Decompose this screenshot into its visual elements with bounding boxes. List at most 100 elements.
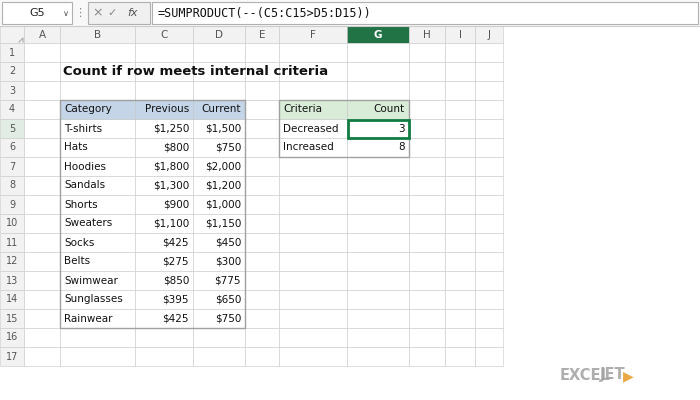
Bar <box>245 290 279 309</box>
Bar <box>475 26 503 43</box>
Text: 2: 2 <box>9 66 15 76</box>
Bar <box>279 138 347 157</box>
Bar <box>193 138 245 157</box>
Bar <box>279 26 347 43</box>
Bar <box>347 26 409 43</box>
Bar <box>279 100 409 157</box>
Bar <box>135 119 193 138</box>
Bar <box>475 290 503 309</box>
Text: $800: $800 <box>162 142 189 152</box>
Text: H: H <box>423 30 431 40</box>
Bar <box>135 233 193 252</box>
Bar <box>279 81 347 100</box>
Text: $775: $775 <box>214 276 241 286</box>
Bar <box>24 26 60 43</box>
Bar <box>193 347 245 366</box>
Bar <box>193 309 245 328</box>
Bar <box>409 138 445 157</box>
Bar <box>279 195 347 214</box>
Bar <box>60 271 135 290</box>
Text: $425: $425 <box>162 238 189 248</box>
Bar <box>0 271 24 290</box>
Bar <box>279 62 347 81</box>
Bar <box>60 100 135 119</box>
Bar <box>475 195 503 214</box>
Text: 15: 15 <box>6 314 18 324</box>
Bar <box>445 138 475 157</box>
Bar <box>193 62 245 81</box>
Bar <box>445 271 475 290</box>
Bar <box>445 233 475 252</box>
Bar <box>0 100 24 119</box>
Bar <box>245 176 279 195</box>
Text: =SUMPRODUCT(--(C5:C15>D5:D15)): =SUMPRODUCT(--(C5:C15>D5:D15)) <box>158 6 372 20</box>
Text: Belts: Belts <box>64 256 90 266</box>
Bar <box>347 176 409 195</box>
Bar <box>347 252 409 271</box>
Bar <box>475 233 503 252</box>
Bar <box>445 252 475 271</box>
Bar <box>0 157 24 176</box>
Bar <box>193 214 245 233</box>
Text: Swimwear: Swimwear <box>64 276 118 286</box>
Text: Previous: Previous <box>145 104 189 114</box>
Bar <box>135 81 193 100</box>
Bar <box>135 328 193 347</box>
Bar <box>193 195 245 214</box>
Text: $750: $750 <box>215 314 241 324</box>
Text: ▶: ▶ <box>623 369 634 383</box>
Text: $1,000: $1,000 <box>205 200 241 210</box>
Bar <box>135 309 193 328</box>
Bar <box>135 195 193 214</box>
Bar <box>279 347 347 366</box>
Bar <box>279 290 347 309</box>
Bar <box>193 26 245 43</box>
Bar <box>0 195 24 214</box>
Bar <box>347 195 409 214</box>
Bar <box>24 157 60 176</box>
Bar <box>24 62 60 81</box>
Bar <box>475 176 503 195</box>
Bar <box>60 138 135 157</box>
Bar <box>409 233 445 252</box>
Bar <box>0 176 24 195</box>
Text: Hoodies: Hoodies <box>64 162 106 172</box>
Bar <box>245 26 279 43</box>
Text: 3: 3 <box>9 86 15 96</box>
Bar <box>409 81 445 100</box>
Bar <box>60 62 135 81</box>
Bar <box>475 328 503 347</box>
Text: 8: 8 <box>398 142 405 152</box>
Bar <box>0 252 24 271</box>
Bar <box>135 290 193 309</box>
Bar <box>60 328 135 347</box>
Text: 4: 4 <box>9 104 15 114</box>
Text: $450: $450 <box>215 238 241 248</box>
Bar <box>24 271 60 290</box>
Bar <box>445 100 475 119</box>
Bar <box>135 176 193 195</box>
Bar <box>193 233 245 252</box>
Bar <box>193 252 245 271</box>
Bar <box>409 271 445 290</box>
Bar <box>279 233 347 252</box>
Bar <box>445 290 475 309</box>
Bar <box>135 157 193 176</box>
Bar <box>347 138 409 157</box>
Bar <box>135 100 193 119</box>
Text: 3: 3 <box>398 124 405 134</box>
Bar <box>60 100 245 328</box>
Text: Rainwear: Rainwear <box>64 314 113 324</box>
Bar <box>0 309 24 328</box>
Bar <box>193 328 245 347</box>
Bar <box>409 347 445 366</box>
Bar <box>409 43 445 62</box>
Bar <box>409 119 445 138</box>
Bar <box>24 347 60 366</box>
Bar <box>245 100 279 119</box>
Bar <box>60 290 135 309</box>
Bar <box>245 81 279 100</box>
Bar <box>245 157 279 176</box>
Bar <box>445 328 475 347</box>
Bar <box>409 157 445 176</box>
